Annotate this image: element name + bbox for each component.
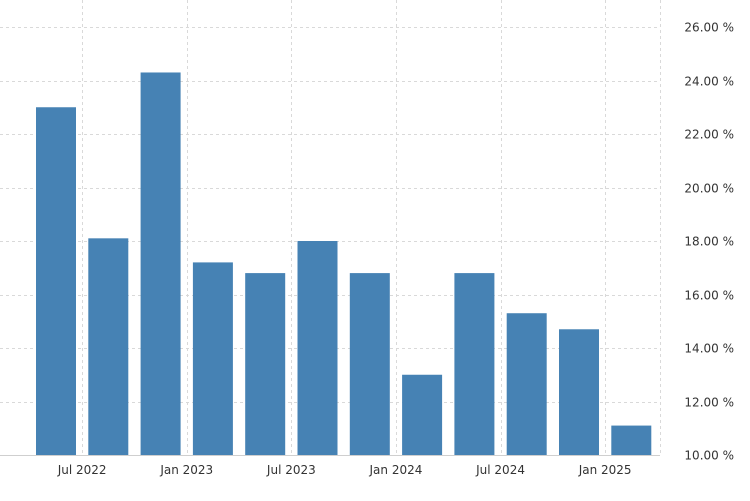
y-tick-label: 12.00 % bbox=[684, 396, 734, 410]
y-tick-label: 16.00 % bbox=[684, 289, 734, 303]
y-tick-label: 10.00 % bbox=[684, 449, 734, 463]
bar bbox=[349, 273, 390, 455]
x-tick-label: Jul 2023 bbox=[266, 463, 316, 477]
bar bbox=[297, 241, 338, 455]
bar bbox=[559, 329, 599, 455]
x-tick-label: Jul 2022 bbox=[57, 463, 107, 477]
y-tick-label: 20.00 % bbox=[684, 182, 734, 196]
y-tick-label: 22.00 % bbox=[684, 128, 734, 142]
bars bbox=[36, 72, 652, 455]
y-tick-label: 26.00 % bbox=[684, 21, 734, 35]
x-tick-label: Jan 2023 bbox=[159, 463, 213, 477]
bar bbox=[192, 262, 233, 455]
y-tick-label: 18.00 % bbox=[684, 235, 734, 249]
x-axis: Jul 2022 Jan 2023 Jul 2023 Jan 2024 Jul 2024… bbox=[57, 463, 632, 477]
bar bbox=[611, 425, 652, 455]
bar bbox=[88, 238, 129, 455]
x-tick-label: Jul 2024 bbox=[475, 463, 525, 477]
x-tick-label: Jan 2025 bbox=[578, 463, 632, 477]
bar bbox=[402, 374, 443, 455]
bar bbox=[245, 273, 286, 455]
bar bbox=[454, 273, 495, 455]
bar bbox=[506, 313, 547, 455]
y-tick-label: 14.00 % bbox=[684, 342, 734, 356]
x-tick-label: Jan 2024 bbox=[369, 463, 423, 477]
bar bbox=[36, 107, 76, 455]
bar bbox=[140, 72, 181, 455]
y-tick-label: 24.00 % bbox=[684, 75, 734, 89]
y-axis: 10.00 % 12.00 % 14.00 % 16.00 % 18.00 % 20.00… bbox=[684, 21, 734, 463]
